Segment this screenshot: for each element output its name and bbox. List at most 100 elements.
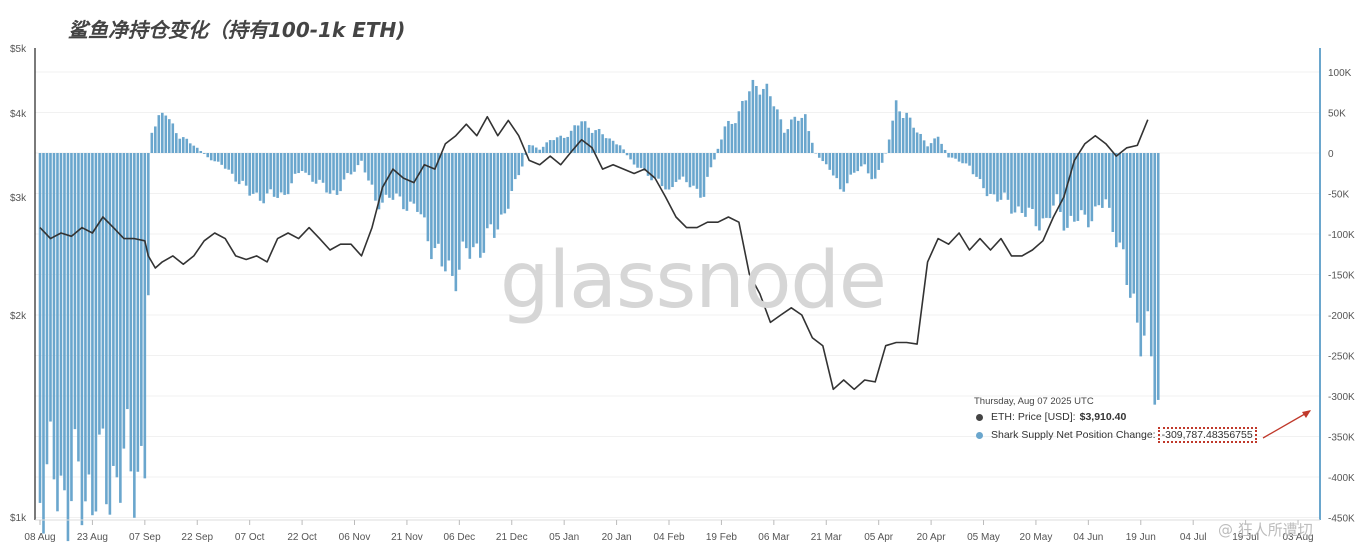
bar: [636, 153, 639, 168]
bar: [713, 153, 716, 160]
bar: [115, 153, 119, 478]
x-tick-label: 21 Dec: [496, 532, 528, 543]
bar: [276, 153, 279, 198]
bar: [639, 153, 643, 168]
x-tick-label: 04 Jun: [1073, 532, 1103, 543]
bar: [255, 153, 258, 193]
bar: [119, 153, 122, 503]
bar: [999, 153, 1003, 200]
bar: [1097, 153, 1101, 206]
right-tick-label: 100K: [1328, 68, 1352, 79]
left-tick-label: $2k: [10, 311, 27, 322]
right-tick-label: -300K: [1328, 392, 1355, 403]
right-axis-ticks: 100K 50K 0 -50K -100K -150K -200K -250K -300K -35…: [1328, 68, 1355, 525]
bar: [1111, 153, 1115, 232]
bar: [206, 153, 210, 158]
bar: [503, 153, 507, 214]
bar: [307, 153, 311, 176]
bar: [479, 153, 482, 258]
bar: [283, 153, 286, 195]
bar: [437, 153, 440, 244]
right-tick-label: 0: [1328, 149, 1334, 160]
bar: [419, 153, 423, 215]
bar: [230, 153, 234, 174]
right-tick-label: 50K: [1328, 109, 1346, 120]
bar: [272, 153, 276, 197]
bar: [506, 153, 510, 209]
bar: [181, 137, 185, 153]
bar: [105, 153, 108, 505]
bar: [94, 153, 98, 512]
bar: [1052, 153, 1055, 206]
bar: [1156, 153, 1160, 400]
bar: [157, 115, 161, 153]
bar: [485, 153, 489, 229]
bar: [1069, 153, 1073, 216]
annotation-arrowhead: [1302, 410, 1311, 418]
tooltip-price-value: $3,910.40: [1079, 411, 1127, 423]
bar: [108, 153, 112, 515]
bar: [915, 132, 919, 153]
bar: [692, 153, 695, 186]
bar: [1041, 153, 1045, 219]
bar: [248, 153, 251, 196]
bar: [548, 140, 552, 153]
bar: [185, 138, 189, 153]
bar: [569, 130, 573, 153]
bar: [961, 153, 964, 164]
bar: [384, 153, 388, 195]
bar: [1038, 153, 1041, 231]
x-tick-label: 07 Oct: [235, 532, 265, 543]
bar: [318, 153, 321, 180]
bar: [597, 128, 601, 153]
bar: [688, 153, 692, 188]
bar: [49, 153, 52, 422]
bar: [370, 153, 374, 185]
bar: [769, 96, 772, 153]
bar: [922, 140, 926, 153]
bar: [905, 112, 908, 153]
bar: [821, 153, 825, 162]
bar: [762, 88, 765, 153]
bar: [311, 153, 314, 182]
bar: [297, 153, 300, 174]
bar: [776, 109, 779, 153]
left-axis-ticks: $1k $2k $3k $4k $5k: [10, 44, 27, 524]
bar: [73, 153, 77, 430]
bar: [541, 146, 545, 153]
bar: [129, 153, 133, 472]
bar: [940, 143, 943, 153]
bar: [339, 153, 342, 192]
bar: [608, 138, 611, 153]
bar: [894, 100, 898, 153]
bar: [332, 153, 335, 191]
bar: [227, 153, 231, 170]
bar: [363, 153, 367, 173]
bar: [919, 133, 922, 153]
x-tick-label: 06 Dec: [443, 532, 475, 543]
bar: [887, 139, 891, 153]
bar: [1125, 153, 1129, 285]
bar: [859, 153, 863, 167]
bar: [583, 121, 587, 153]
bar: [849, 153, 853, 175]
bar: [269, 153, 272, 190]
tooltip: Thursday, Aug 07 2025 UTC ETH: Price [US…: [968, 396, 1268, 448]
bar: [1045, 153, 1048, 218]
x-tick-label: 20 Apr: [917, 532, 947, 543]
bar: [709, 153, 713, 168]
bar: [685, 153, 688, 183]
bar: [838, 153, 842, 190]
bar: [84, 153, 87, 502]
bar: [744, 100, 748, 153]
x-tick-label: 21 Nov: [391, 532, 423, 543]
bar: [1104, 153, 1108, 200]
bar: [1101, 153, 1104, 208]
tooltip-change-row: Shark Supply Net Position Change: -309,7…: [968, 427, 1268, 443]
bar: [101, 153, 105, 429]
bar: [381, 153, 384, 203]
bar: [968, 153, 971, 166]
price-line: [39, 115, 1149, 391]
bar: [66, 153, 70, 542]
